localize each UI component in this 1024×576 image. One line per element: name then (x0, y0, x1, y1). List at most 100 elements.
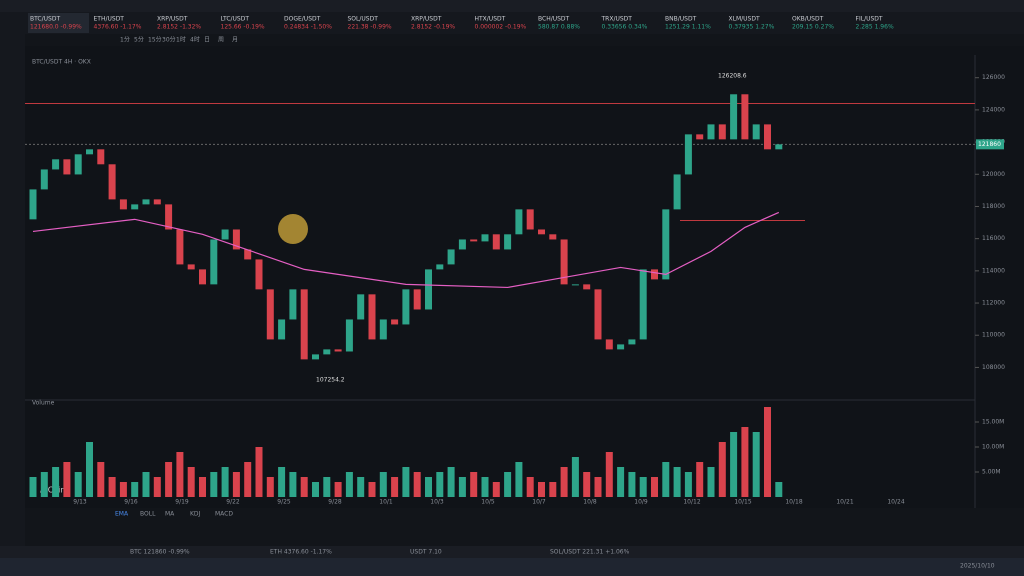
candle-body (199, 269, 206, 285)
indicator-tab[interactable]: EMA (115, 511, 129, 518)
timeframe-button[interactable]: 1分 (120, 36, 130, 44)
ticker-tab[interactable] (28, 13, 89, 33)
status-item: SOL/USDT 221.31 +1.06% (550, 549, 630, 556)
v-tick-label: 5.00M (982, 469, 1001, 476)
timeframe-button[interactable]: 15分 (148, 36, 162, 44)
ticker-tab[interactable] (663, 13, 724, 33)
candle-body (142, 199, 150, 205)
candle-body (153, 199, 161, 205)
volume-bar (605, 452, 613, 497)
candle-body (730, 94, 738, 140)
candle-body (244, 249, 252, 260)
volume-bar (357, 477, 365, 497)
timeframe-button[interactable]: 周 (218, 37, 224, 44)
volume-bar (684, 472, 692, 497)
candle-body (221, 229, 229, 240)
volume-bar (210, 472, 218, 497)
timeframe-button[interactable]: 1时 (176, 36, 186, 44)
candle-body (266, 289, 274, 340)
candle-body (255, 259, 263, 290)
candle-body (707, 124, 715, 140)
taskbar (0, 558, 1024, 576)
ticker-tab[interactable] (599, 13, 661, 33)
volume-bar (300, 477, 308, 497)
volume-bar (594, 477, 602, 497)
ticker-name: HTX/USDT (475, 16, 506, 23)
volume-bar (221, 467, 229, 497)
volume-bar (97, 462, 105, 497)
ticker-price: 221.38 -0.99% (348, 24, 392, 31)
candle-body (278, 319, 286, 340)
ticker-tab[interactable] (409, 13, 470, 33)
ticker-tab[interactable] (853, 13, 915, 33)
ticker-tab[interactable] (282, 13, 343, 33)
v-tick-label: 15.00M (982, 419, 1004, 426)
status-item: ETH 4376.60 -1.17% (270, 549, 332, 556)
x-tick-label: 10/3 (430, 499, 444, 506)
volume-bar (334, 482, 342, 497)
ticker-tab[interactable] (472, 13, 534, 33)
y-tick-label: 108000 (982, 364, 1005, 371)
volume-bar (492, 482, 500, 497)
x-tick-label: 9/28 (328, 499, 342, 506)
volume-bar (278, 467, 286, 497)
candle-body (504, 234, 512, 250)
bottom-panel (25, 508, 1024, 546)
candle-body (345, 319, 353, 352)
volume-bar (560, 467, 568, 497)
cursor-highlight (278, 214, 308, 244)
candle-body (210, 239, 218, 285)
candle-body (391, 319, 399, 325)
ticker-name: FIL/USDT (856, 16, 883, 23)
indicator-tab[interactable]: BOLL (140, 511, 156, 518)
candle-body (752, 124, 760, 140)
ticker-price: 1251.29 1.11% (665, 24, 711, 31)
ticker-tab[interactable] (726, 13, 788, 33)
candle-body (300, 289, 308, 360)
high-annotation: 126208.6 (718, 73, 747, 80)
timeframe-button[interactable]: 5分 (134, 36, 144, 44)
timeframe-button[interactable]: 月 (232, 37, 238, 44)
volume-bar (741, 427, 749, 497)
volume-bar (571, 457, 579, 497)
candle-body (492, 234, 500, 250)
x-tick-label: 10/7 (532, 499, 546, 506)
ticker-tab[interactable] (790, 13, 851, 33)
chart-legend: BTC/USDT 4H · OKX (32, 59, 91, 66)
candle-body (526, 209, 534, 230)
ticker-name: SOL/USDT (348, 16, 379, 23)
ticker-price: 580.87 0.88% (538, 24, 580, 31)
ticker-tab[interactable] (218, 13, 280, 33)
y-tick-label: 116000 (982, 235, 1005, 242)
timeframe-button[interactable]: 4时 (190, 36, 200, 44)
ticker-tab[interactable] (91, 13, 153, 33)
ticker-name: BNB/USDT (665, 16, 697, 23)
ticker-name: OKB/USDT (792, 16, 824, 23)
x-tick-label: 10/24 (887, 499, 904, 506)
ticker-price: 2.285 1.96% (856, 24, 894, 31)
status-item: BTC 121860 -0.99% (130, 549, 190, 556)
ticker-tab[interactable] (345, 13, 407, 33)
ticker-tab[interactable] (155, 13, 216, 33)
volume-bar (617, 467, 625, 497)
indicator-tab[interactable]: KDJ (190, 511, 201, 518)
volume-bar (345, 472, 353, 497)
volume-bar (730, 432, 738, 497)
y-tick-label: 124000 (982, 106, 1005, 113)
volume-bar (176, 452, 184, 497)
ticker-name: BCH/USDT (538, 16, 570, 23)
volume-bar (187, 467, 195, 497)
indicator-tab[interactable]: MACD (215, 511, 233, 518)
candle-body (696, 134, 704, 140)
candle-body (447, 249, 455, 265)
candle-body (379, 319, 387, 340)
ticker-tab[interactable] (536, 13, 597, 33)
candle-body (436, 264, 444, 270)
candle-body (97, 149, 105, 165)
y-tick-label: 112000 (982, 300, 1005, 307)
timeframe-button[interactable]: 日 (204, 37, 210, 44)
candle-body (605, 339, 613, 350)
indicator-tab[interactable]: MA (165, 511, 175, 518)
timeframe-button[interactable]: 30分 (162, 36, 176, 44)
candle-body (29, 189, 37, 220)
